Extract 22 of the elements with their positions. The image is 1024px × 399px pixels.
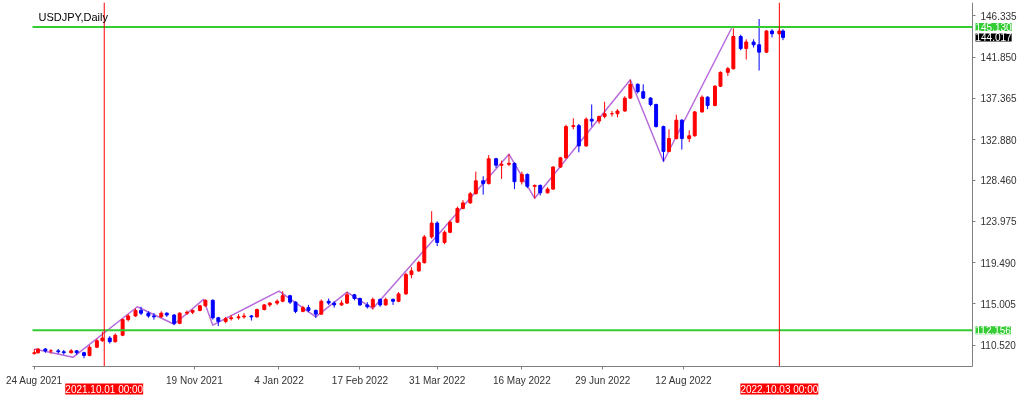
text: 144.017 bbox=[975, 32, 1013, 44]
y-tick-label: 141.850 bbox=[980, 52, 1018, 64]
x-tick-label: 29 Jun 2022 bbox=[575, 374, 631, 386]
x-tick-label: 31 Mar 2022 bbox=[409, 374, 466, 386]
y-tick-label: 123.975 bbox=[980, 216, 1018, 228]
x-tick-label: 4 Jan 2022 bbox=[254, 374, 305, 386]
y-tick-label: 119.490 bbox=[980, 257, 1017, 269]
x-tick-label: 19 Nov 2021 bbox=[166, 374, 224, 386]
y-tick-label: 115.005 bbox=[980, 298, 1017, 310]
x-tick-label: 24 Aug 2021 bbox=[5, 374, 63, 386]
ref-line-label: 2022.10.03 00:00 bbox=[740, 383, 819, 395]
y-tick-label: 132.880 bbox=[980, 134, 1018, 146]
ref-line-label: 145.130 bbox=[975, 22, 1013, 34]
y-tick-label: 146.335 bbox=[980, 10, 1018, 22]
x-tick-label: 16 May 2022 bbox=[492, 374, 552, 386]
x-tick-label: 17 Feb 2022 bbox=[331, 374, 389, 386]
y-tick-label: 128.460 bbox=[980, 175, 1018, 187]
ref-line-label: 2021.10.01 00:00 bbox=[65, 383, 144, 395]
y-tick-label: 110.520 bbox=[980, 340, 1017, 352]
x-tick-label: 12 Aug 2022 bbox=[655, 374, 712, 386]
y-tick-label: 137.365 bbox=[980, 93, 1018, 105]
ref-line-label: 112.156 bbox=[975, 325, 1012, 337]
